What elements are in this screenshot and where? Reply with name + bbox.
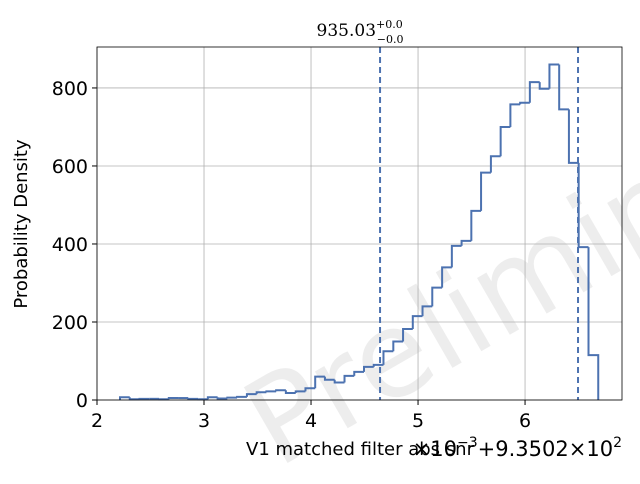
histogram-step [540, 82, 550, 89]
histogram-step [227, 398, 237, 399]
histogram-step [501, 127, 511, 156]
offset-base: ×10 [413, 437, 457, 461]
histogram-step [237, 397, 247, 398]
histogram-step [530, 82, 540, 103]
histogram-step [481, 173, 491, 211]
histogram-step [266, 391, 276, 392]
histogram-step [218, 397, 228, 398]
offset-exp: −3 [457, 435, 478, 451]
x-tick-label: 4 [305, 410, 317, 432]
histogram-step [188, 398, 198, 399]
histogram-step [559, 65, 569, 110]
y-tick-label: 200 [52, 312, 88, 334]
histogram-step [169, 398, 179, 399]
histogram-step [208, 397, 218, 399]
offset-shift: +9.3502×10 [478, 437, 613, 461]
x-tick-label: 5 [412, 410, 424, 432]
y-tick-label: 0 [76, 390, 88, 412]
title-lower: −0.0 [377, 33, 404, 46]
y-tick-label: 800 [52, 78, 88, 100]
y-tick-label: 600 [52, 156, 88, 178]
offset-text: ×10−3+9.3502×102 [413, 435, 622, 461]
offset-shift-exp: 2 [613, 435, 622, 451]
histogram-step [130, 397, 140, 399]
y-tick-label: 400 [52, 234, 88, 256]
title-upper: +0.0 [376, 18, 403, 31]
x-tick-label: 6 [519, 410, 531, 432]
histogram-step [276, 390, 286, 391]
histogram-step [549, 65, 559, 89]
histogram-step [491, 156, 501, 172]
x-tick-label: 3 [198, 410, 210, 432]
y-axis-label: Probability Density [11, 139, 32, 309]
x-tick-label: 2 [91, 410, 103, 432]
chart-title: 935.03+0.0 −0.0 [317, 18, 404, 46]
histogram-step [120, 397, 130, 400]
title-value: 935.03 [317, 21, 376, 41]
histogram-step [510, 104, 520, 127]
